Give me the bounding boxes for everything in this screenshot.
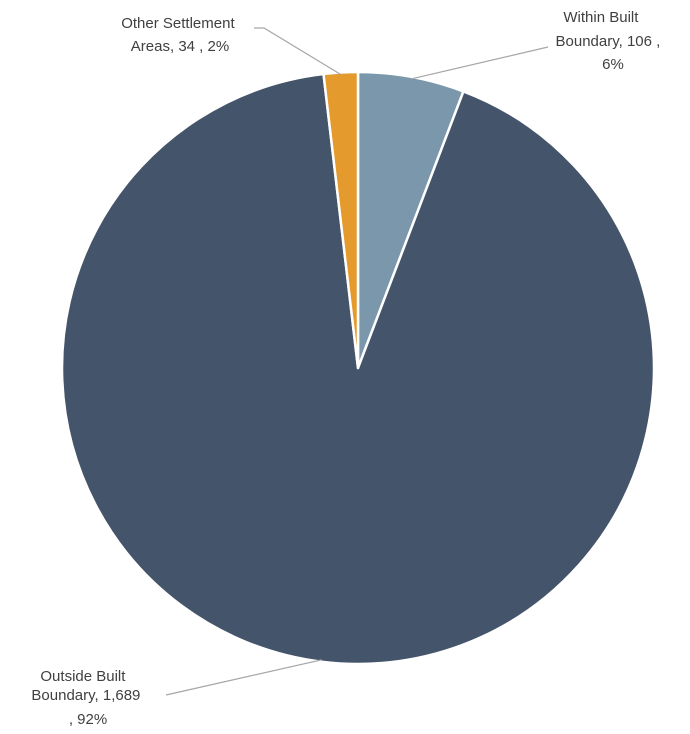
pie-slice-other-settlement-areas [322, 70, 360, 370]
pie-slices [60, 70, 656, 666]
slice-label-other-settlement-areas: Other Settlement Areas, 34 , 2% [121, 15, 239, 55]
slice-label-outside-built-boundary: Outside Built Boundary, 1,689 , 92% [31, 668, 144, 728]
leader-line-other-settlement-areas [254, 27, 342, 76]
leader-line-within-built-boundary [411, 46, 549, 80]
leader-line-outside-built-boundary [165, 659, 322, 696]
leader-lines [165, 27, 549, 696]
slice-label-within-built-boundary: Within Built Boundary, 106 , 6% [556, 9, 665, 73]
